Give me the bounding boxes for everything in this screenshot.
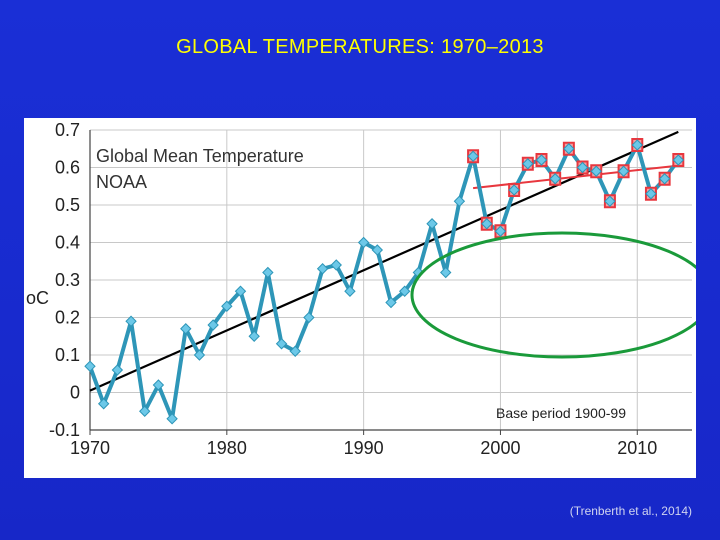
data-point-marker: [467, 150, 479, 162]
data-point-marker: [576, 161, 589, 174]
data-point-marker: [275, 338, 288, 350]
data-point-marker: [604, 195, 616, 207]
data-point-marker: [248, 330, 260, 342]
data-point-marker: [84, 360, 96, 372]
data-point-marker: [316, 263, 329, 275]
x-tick-label: 2000: [480, 438, 520, 458]
data-point-marker: [344, 285, 356, 297]
x-tick-label: 2010: [617, 438, 657, 458]
y-axis-label: oC: [26, 288, 49, 308]
y-tick-label: -0.1: [49, 420, 80, 440]
data-point-marker: [207, 319, 219, 331]
citation: (Trenberth et al., 2014): [569, 504, 692, 518]
y-tick-label: 0.1: [55, 345, 80, 365]
series-layer: [88, 143, 680, 421]
chart-panel: 0.7 0.6 0.5 0.4 0.3 0.2 0.1 0 -0.1 1970 1980 1990 20…: [24, 118, 696, 478]
data-point-marker: [180, 323, 192, 335]
data-point-marker: [193, 349, 206, 361]
data-point-marker: [658, 173, 671, 185]
data-point-marker: [125, 315, 137, 327]
grid-layer: [89, 129, 692, 431]
data-point-marker: [398, 285, 411, 297]
chart-title: Global Mean Temperature: [96, 146, 304, 166]
data-point-marker: [152, 379, 165, 391]
marker-layer: [84, 138, 685, 425]
y-tick-label: 0.2: [55, 308, 80, 328]
y-tick-label: 0.5: [55, 195, 80, 215]
data-point-marker: [166, 413, 178, 425]
data-point-marker: [139, 405, 151, 417]
data-point-marker: [481, 218, 493, 230]
long-term-trend-line: [89, 130, 679, 392]
data-point-marker: [535, 154, 548, 166]
temperature-series-line: [88, 143, 680, 421]
data-point-marker: [357, 236, 370, 249]
base-period-annotation: Base period 1900-99: [496, 405, 626, 421]
data-point-marker: [563, 143, 575, 155]
data-point-marker: [522, 158, 534, 170]
data-point-marker: [426, 218, 438, 230]
data-point-marker: [631, 139, 643, 151]
y-tick-label: 0.7: [55, 120, 80, 140]
y-tick-label: 0: [70, 383, 80, 403]
data-point-marker: [234, 285, 247, 297]
data-point-marker: [97, 398, 110, 410]
slide-title: GLOBAL TEMPERATURES: 1970–2013: [176, 36, 544, 58]
data-point-marker: [440, 266, 452, 279]
x-tick-label: 1970: [70, 438, 110, 458]
data-point-marker: [111, 364, 124, 376]
data-point-marker: [303, 311, 315, 324]
data-point-marker: [453, 195, 466, 207]
data-point-marker: [494, 225, 507, 237]
x-tick-label: 1990: [344, 438, 384, 458]
y-tick-label: 0.3: [55, 270, 80, 290]
recent-period-ellipse: [410, 231, 696, 359]
data-point-marker: [289, 345, 301, 357]
data-point-marker: [645, 188, 657, 200]
data-point-marker: [617, 165, 630, 177]
data-point-marker: [385, 296, 397, 309]
data-point-marker: [672, 154, 685, 166]
y-tick-label: 0.6: [55, 158, 80, 178]
data-point-marker: [371, 244, 384, 256]
chart-subtitle: NOAA: [96, 172, 147, 192]
data-point-marker: [590, 165, 602, 177]
data-point-marker: [549, 173, 561, 185]
y-tick-label: 0.4: [55, 233, 80, 253]
data-point-marker: [508, 184, 520, 196]
x-tick-label: 1980: [207, 438, 247, 458]
data-point-marker: [330, 259, 342, 271]
data-point-marker: [262, 266, 274, 279]
data-point-marker: [221, 300, 233, 312]
